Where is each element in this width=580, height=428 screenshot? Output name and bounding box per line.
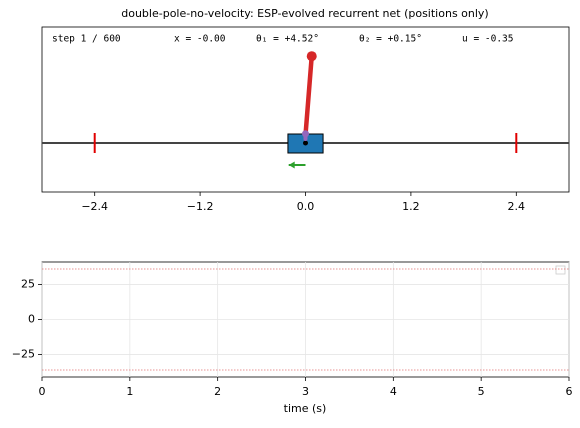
info-text: θ₁ = +4.52° — [256, 34, 319, 45]
info-text: θ₂ = +0.15° — [359, 34, 422, 45]
x-tick-label: 5 — [478, 385, 485, 398]
x-tick-label: −1.2 — [187, 200, 214, 213]
y-tick-label: 0 — [28, 313, 35, 326]
x-tick-label: 6 — [566, 385, 573, 398]
x-tick-label: 2 — [214, 385, 221, 398]
x-tick-label: 1.2 — [402, 200, 420, 213]
info-text: step 1 / 600 — [52, 34, 121, 45]
x-tick-label: 4 — [390, 385, 397, 398]
y-tick-label: −25 — [12, 348, 35, 361]
chart-title: double-pole-no-velocity: ESP-evolved rec… — [121, 7, 488, 20]
info-text: u = -0.35 — [462, 34, 513, 45]
x-tick-label: 3 — [302, 385, 309, 398]
x-tick-label: −2.4 — [81, 200, 108, 213]
info-text: x = -0.00 — [174, 34, 226, 45]
y-tick-label: 25 — [21, 277, 35, 290]
x-tick-label: 0 — [39, 385, 46, 398]
x-tick-label: 0.0 — [297, 200, 315, 213]
legend-box — [556, 266, 565, 274]
pole-1-tip — [307, 51, 317, 61]
x-tick-label: 2.4 — [508, 200, 526, 213]
cart-center — [303, 141, 308, 146]
x-tick-label: 1 — [126, 385, 133, 398]
pole-2-tip — [302, 130, 309, 137]
x-axis-label: time (s) — [284, 402, 327, 415]
